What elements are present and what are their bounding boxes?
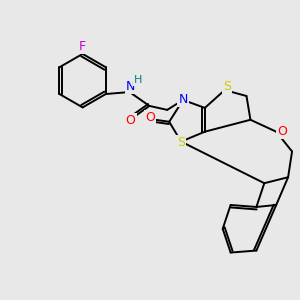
Text: O: O [146, 111, 155, 124]
Text: H: H [134, 75, 143, 85]
Text: N: N [126, 80, 135, 93]
Text: F: F [79, 40, 86, 53]
Text: O: O [126, 114, 136, 127]
Text: S: S [177, 136, 185, 149]
Text: O: O [277, 125, 287, 138]
Text: N: N [178, 94, 188, 106]
Text: S: S [223, 80, 231, 93]
